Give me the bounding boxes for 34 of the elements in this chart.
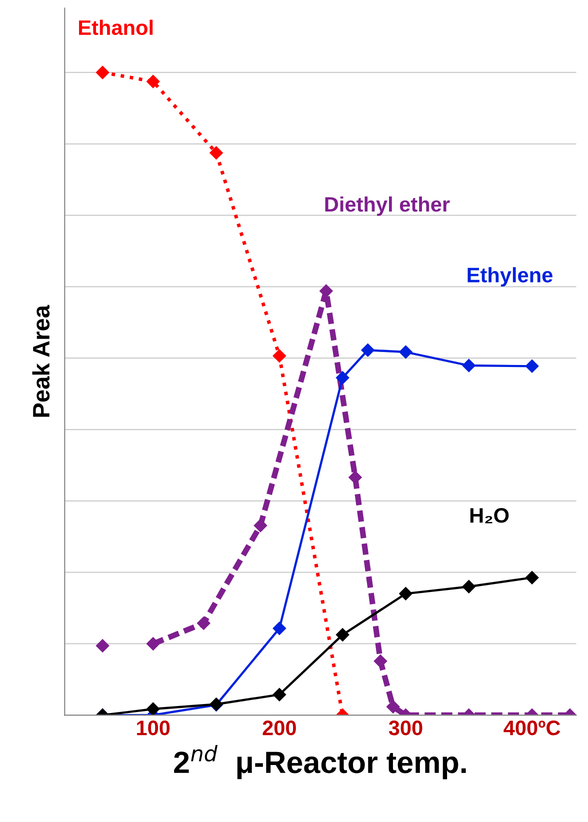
point: [254, 518, 268, 532]
point: [336, 371, 350, 384]
point: [146, 637, 160, 650]
point: [399, 345, 412, 359]
point: [210, 146, 223, 160]
point: [96, 66, 110, 80]
point: [386, 700, 400, 714]
point: [96, 639, 110, 652]
point: [525, 360, 539, 373]
point: [336, 628, 350, 642]
point: [399, 587, 412, 600]
point: [197, 616, 210, 630]
series-label: Ethanol: [79, 20, 153, 36]
x-tick-label: 200: [262, 720, 296, 736]
text: Diethyl ether: [325, 196, 450, 216]
point: [272, 688, 286, 702]
point: [272, 349, 286, 362]
point: [272, 622, 286, 635]
text: Ethylene: [468, 267, 552, 287]
point: [146, 74, 160, 88]
point: [361, 344, 374, 357]
point: [525, 571, 539, 584]
x-tick-label: 300: [388, 720, 422, 736]
x-tick-label: 400ºC: [504, 720, 560, 736]
y-axis-title: Peak Area: [32, 304, 50, 417]
point: [348, 470, 362, 484]
x-axis-title: 2$^{nd}$ μ-Reactor temp.: [174, 744, 466, 780]
text: H₂O: [470, 508, 509, 524]
point: [374, 654, 388, 668]
point: [462, 358, 476, 372]
point: [462, 580, 476, 594]
point: [146, 702, 160, 716]
point: [320, 284, 333, 298]
x-tick-label: 100: [137, 720, 170, 736]
